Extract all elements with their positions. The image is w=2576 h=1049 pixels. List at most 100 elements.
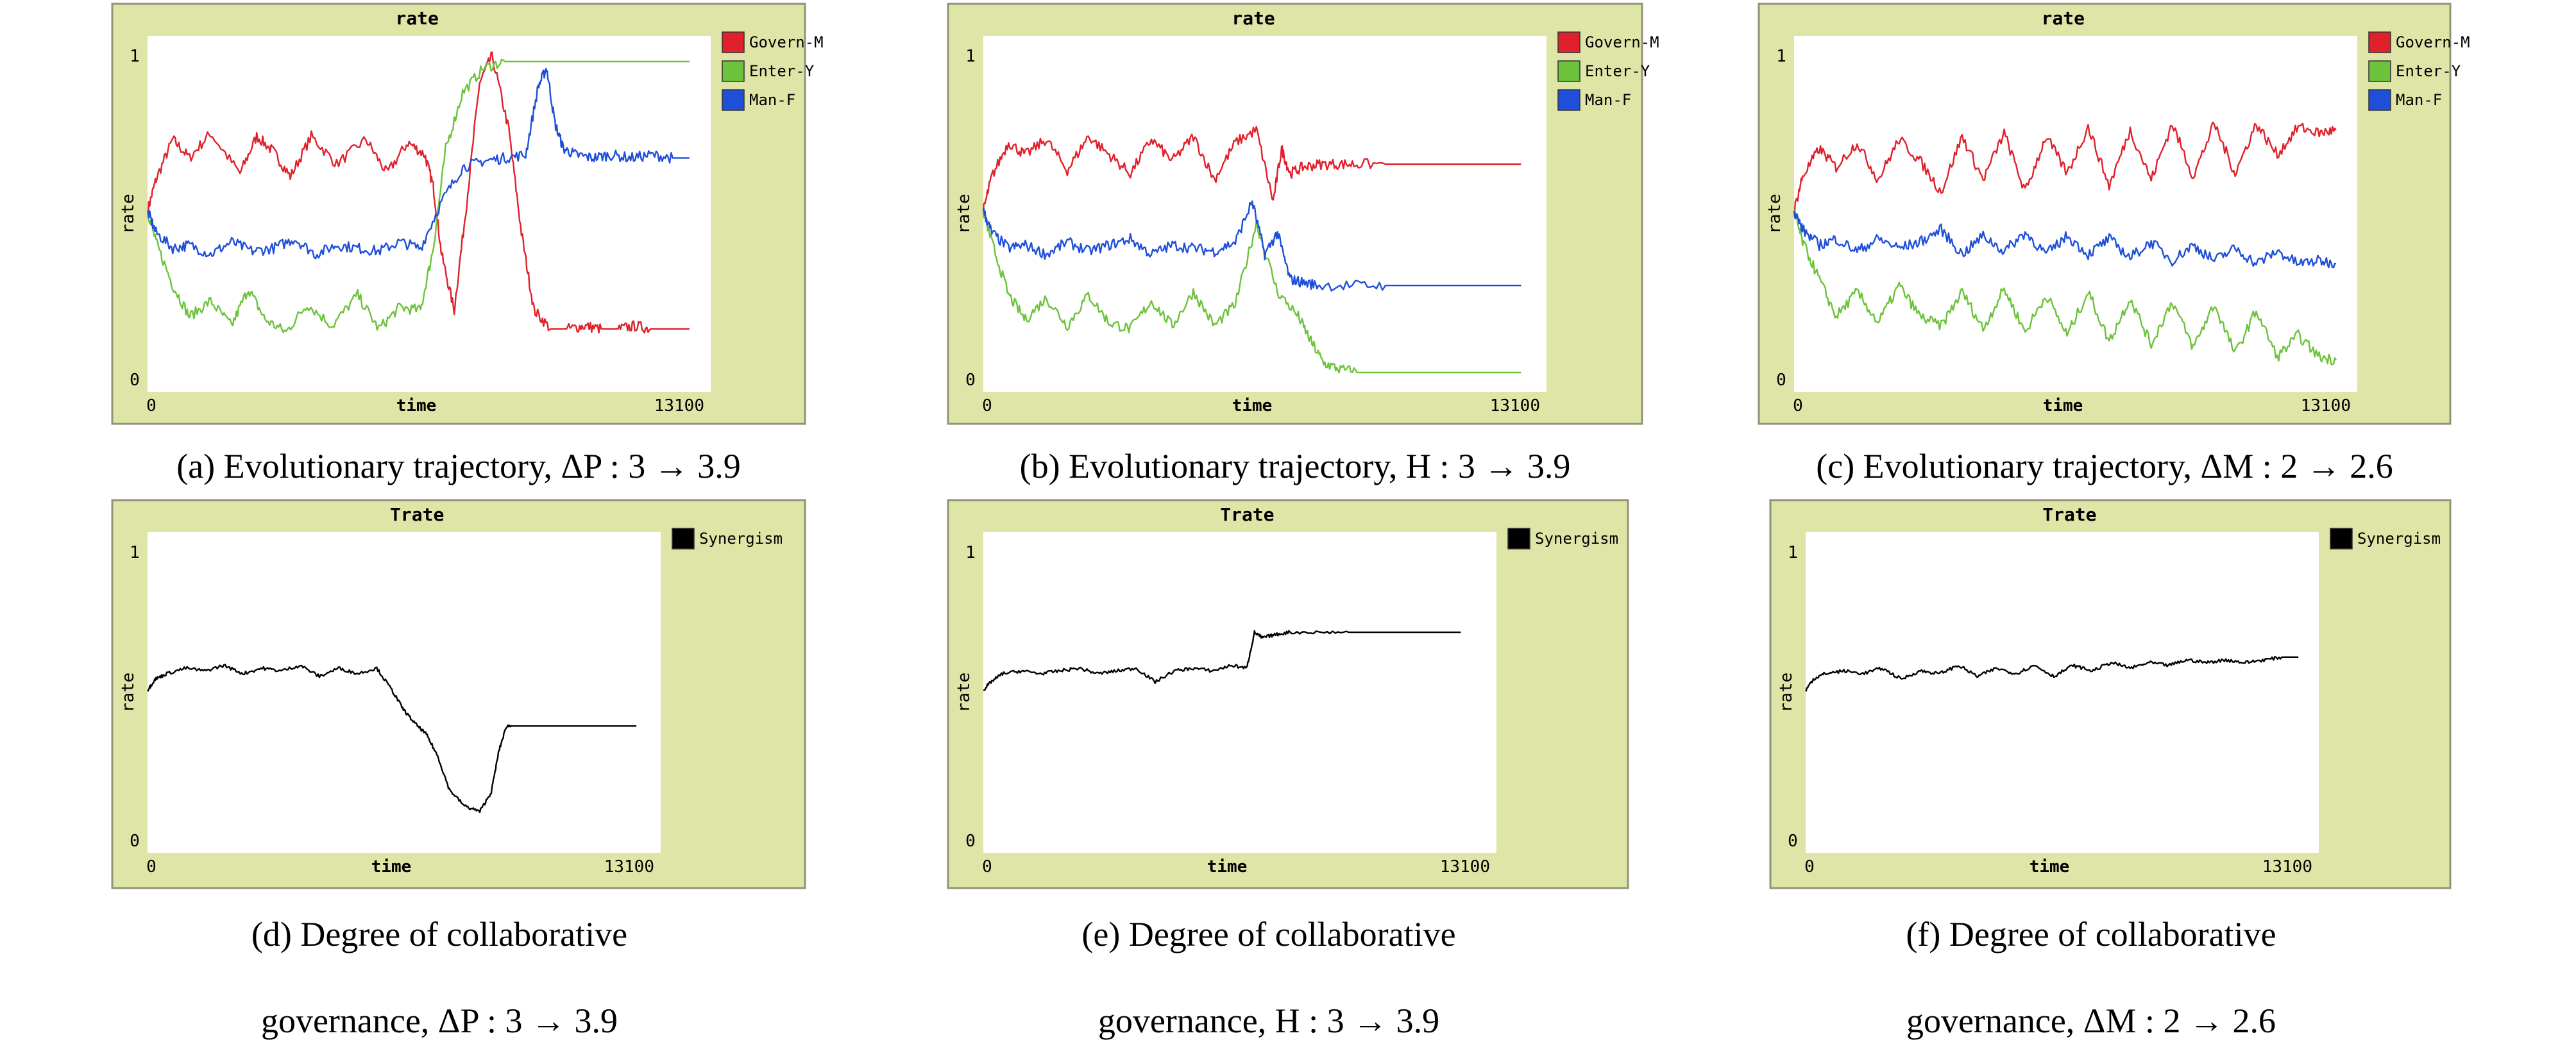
y-tick-label: 1 bbox=[1788, 543, 1798, 562]
caption-e-line2: governance, H : 3 → 3.9 bbox=[1098, 1002, 1439, 1040]
series-line-synergism bbox=[1805, 655, 2299, 692]
plot-area bbox=[983, 36, 1546, 392]
legend-swatch-govern-m bbox=[722, 31, 745, 53]
y-axis-label: rate bbox=[1777, 673, 1796, 713]
y-tick-label: 1 bbox=[130, 543, 140, 562]
legend-label: Enter-Y bbox=[1585, 62, 1650, 80]
legend-label: Govern-M bbox=[1585, 33, 1659, 51]
chart-title: Trate bbox=[1220, 504, 1274, 525]
x-tick-label: 13100 bbox=[654, 396, 704, 415]
y-tick-label: 0 bbox=[965, 371, 976, 390]
legend-label: Synergism bbox=[699, 530, 783, 548]
chart-panel-d: Trate 1 0 rate 0 13100 time Synergism bbox=[111, 499, 806, 889]
series-line-man-f bbox=[1793, 210, 2337, 269]
legend-label: Synergism bbox=[1535, 530, 1618, 548]
plot-area bbox=[148, 532, 661, 853]
x-tick-label: 13100 bbox=[604, 857, 654, 877]
y-tick-label: 0 bbox=[130, 832, 140, 851]
series-line-enter-y bbox=[982, 210, 1521, 374]
chart-panel-e: Trate 1 0 rate 0 13100 time Synergism bbox=[947, 499, 1629, 889]
chart-panel-a: rate 1 0 rate 0 13100 time Govern-M Enter-Y Man-F bbox=[111, 3, 824, 425]
legend-label: Man-F bbox=[2396, 91, 2442, 109]
y-tick-label: 1 bbox=[965, 543, 976, 562]
legend-label: Man-F bbox=[1585, 91, 1631, 109]
chart-title: Trate bbox=[2042, 504, 2096, 525]
x-axis-label: time bbox=[371, 857, 412, 877]
legend-swatch-synergism bbox=[2330, 528, 2353, 550]
x-tick-label: 0 bbox=[146, 396, 157, 415]
y-axis-label: rate bbox=[119, 673, 138, 713]
x-axis-label: time bbox=[396, 396, 437, 415]
y-tick-label: 1 bbox=[965, 47, 976, 66]
x-axis-label: time bbox=[2029, 857, 2070, 877]
plot-area bbox=[1806, 532, 2319, 853]
legend-swatch-govern-m bbox=[2368, 31, 2391, 53]
chart-panel-b: rate 1 0 rate 0 13100 time Govern-M Enter-Y Man-F bbox=[947, 3, 1659, 425]
plot-area bbox=[148, 36, 711, 392]
y-axis-label: rate bbox=[954, 194, 974, 234]
legend-swatch-man-f bbox=[1557, 89, 1580, 111]
y-tick-label: 0 bbox=[965, 832, 976, 851]
caption-e-line1: (e) Degree of collaborative bbox=[1081, 915, 1455, 953]
caption-d-line2: governance, ΔP : 3 → 3.9 bbox=[261, 1002, 618, 1040]
caption-c: (c) Evolutionary trajectory, ΔM : 2 → 2.… bbox=[1816, 447, 2393, 485]
series-line-synergism bbox=[983, 630, 1461, 691]
y-axis-label: rate bbox=[119, 194, 138, 234]
x-tick-label: 13100 bbox=[1440, 857, 1490, 877]
legend-swatch-enter-y bbox=[1557, 60, 1580, 82]
y-tick-label: 1 bbox=[1776, 47, 1786, 66]
series-line-enter-y bbox=[146, 58, 690, 333]
x-axis-label: time bbox=[1207, 857, 1248, 877]
legend-swatch-man-f bbox=[722, 89, 745, 111]
legend-label: Man-F bbox=[749, 91, 795, 109]
chart-panel-c: rate 1 0 rate 0 13100 time Govern-M Enter-Y Man-F bbox=[1758, 3, 2470, 425]
x-tick-label: 0 bbox=[146, 857, 157, 877]
x-axis-label: time bbox=[2043, 396, 2083, 415]
series-line-man-f bbox=[147, 67, 690, 260]
chart-title: rate bbox=[1232, 8, 1275, 29]
y-axis-label: rate bbox=[1765, 194, 1784, 234]
series-line-govern-m bbox=[1793, 121, 2337, 214]
legend-label: Govern-M bbox=[749, 33, 824, 51]
series-line-govern-m bbox=[146, 51, 690, 334]
x-tick-label: 13100 bbox=[2301, 396, 2351, 415]
caption-a: (a) Evolutionary trajectory, ΔP : 3 → 3.… bbox=[176, 447, 741, 485]
x-tick-label: 0 bbox=[1793, 396, 1803, 415]
series-line-man-f bbox=[982, 200, 1521, 292]
y-tick-label: 0 bbox=[1788, 832, 1798, 851]
chart-title: rate bbox=[2042, 8, 2085, 29]
chart-title: rate bbox=[395, 8, 438, 29]
plot-area bbox=[1794, 36, 2357, 392]
legend-swatch-man-f bbox=[2368, 89, 2391, 111]
y-tick-label: 1 bbox=[130, 47, 140, 66]
y-tick-label: 0 bbox=[130, 371, 140, 390]
legend-swatch-govern-m bbox=[1557, 31, 1580, 53]
legend-label: Govern-M bbox=[2396, 33, 2470, 51]
legend-label: Enter-Y bbox=[2396, 62, 2461, 80]
series-line-enter-y bbox=[1793, 210, 2337, 365]
legend-label: Enter-Y bbox=[749, 62, 815, 80]
plot-area bbox=[983, 532, 1496, 853]
legend-swatch-synergism bbox=[672, 528, 695, 550]
caption-f-line2: governance, ΔM : 2 → 2.6 bbox=[1906, 1002, 2276, 1040]
x-axis-label: time bbox=[1232, 396, 1273, 415]
x-tick-label: 13100 bbox=[1490, 396, 1540, 415]
chart-title: Trate bbox=[390, 504, 444, 525]
x-tick-label: 0 bbox=[982, 396, 992, 415]
legend-label: Synergism bbox=[2357, 530, 2441, 548]
y-tick-label: 0 bbox=[1776, 371, 1786, 390]
legend-swatch-enter-y bbox=[722, 60, 745, 82]
series-line-synergism bbox=[147, 664, 637, 814]
y-axis-label: rate bbox=[954, 673, 974, 713]
x-tick-label: 0 bbox=[982, 857, 992, 877]
chart-panel-f: Trate 1 0 rate 0 13100 time Synergism bbox=[1769, 499, 2452, 889]
caption-f-line1: (f) Degree of collaborative bbox=[1906, 915, 2276, 953]
legend-swatch-synergism bbox=[1507, 528, 1530, 550]
x-tick-label: 13100 bbox=[2262, 857, 2312, 877]
series-line-govern-m bbox=[982, 126, 1521, 211]
caption-b: (b) Evolutionary trajectory, H : 3 → 3.9 bbox=[1020, 447, 1571, 485]
x-tick-label: 0 bbox=[1804, 857, 1815, 877]
legend-swatch-enter-y bbox=[2368, 60, 2391, 82]
caption-d-line1: (d) Degree of collaborative bbox=[251, 915, 627, 953]
